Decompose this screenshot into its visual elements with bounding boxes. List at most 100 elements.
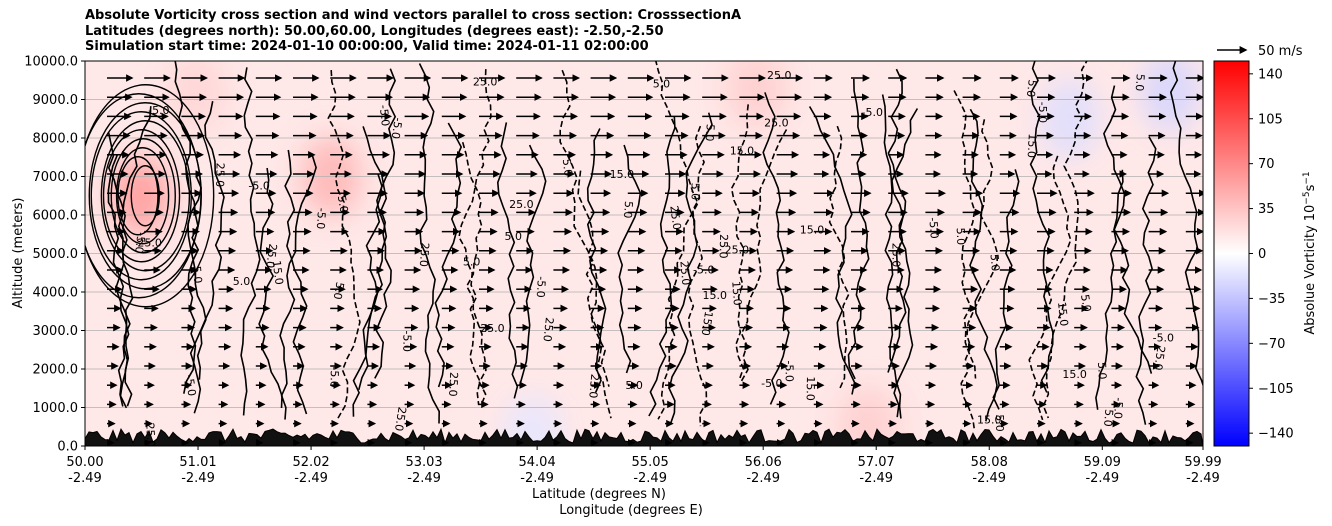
- contour-label-24: 5.0: [1024, 79, 1039, 98]
- y-tick-label-2: 2000.0: [33, 363, 79, 378]
- contour-label-12: 25.0: [143, 422, 157, 447]
- y-tick-label-7: 7000.0: [33, 170, 79, 185]
- contour-label-1: 25.0: [509, 198, 533, 211]
- contour-label-17: 5.0: [688, 183, 701, 201]
- colorbar-tick-label-7: −105: [1258, 382, 1294, 397]
- x-tick-label-lat-9: 59.09: [1084, 455, 1121, 470]
- quiver-key: 50 m/s: [1217, 44, 1303, 59]
- x-tick-label-lat-8: 58.08: [971, 455, 1008, 470]
- contour-label-39: 5.0: [653, 78, 671, 91]
- contour-line-20: [559, 69, 612, 419]
- x-axis-label-longitude: Longitude (degrees E): [559, 503, 703, 518]
- x-tick-label-lon-9: -2.49: [1085, 471, 1119, 486]
- contour-label-21: 5.0: [1101, 409, 1115, 428]
- colorbar-tick-label-0: 140: [1258, 67, 1283, 82]
- wind-vectors: [107, 74, 1203, 446]
- x-tick-label-lat-1: 51.01: [179, 455, 216, 470]
- contour-line-46: [1135, 136, 1157, 425]
- contour-label-49: -5.0: [534, 276, 548, 298]
- colorbar-tick-label-4: 0: [1258, 247, 1266, 262]
- y-tick-label-1: 1000.0: [33, 401, 79, 416]
- x-tick-label-lat-0: 50.00: [66, 455, 103, 470]
- contour-label-44: 25.0: [446, 372, 460, 397]
- x-axis: 50.00-2.4951.01-2.4952.02-2.4953.03-2.49…: [66, 446, 1222, 486]
- colorbar-tick-label-1: 105: [1258, 112, 1283, 127]
- contour-label-25: 25.0: [717, 234, 730, 259]
- contour-label-65: -5.0: [926, 217, 940, 239]
- contour-line-24: [655, 61, 699, 420]
- contour-label-51: 25.0: [586, 373, 601, 399]
- contour-label-30: 25.0: [677, 260, 692, 286]
- contour-line-15: [434, 122, 463, 388]
- contour-line-2: [117, 106, 152, 407]
- vortex-contour-2: [115, 147, 170, 245]
- contour-label-38: -5.0: [1153, 332, 1174, 345]
- vortex-contour-9: [85, 84, 215, 308]
- contour-label-20: 15.0: [610, 168, 635, 181]
- contour-label-50: 5.0: [1078, 293, 1094, 312]
- y-tick-label-3: 3000.0: [33, 324, 79, 339]
- y-tick-label-6: 6000.0: [33, 209, 79, 224]
- contour-line-18: [496, 122, 519, 399]
- colorbar-tick-label-3: 35: [1258, 202, 1275, 217]
- y-tick-label-10: 10000.0: [24, 55, 78, 70]
- colorbar-tick-label-6: −70: [1258, 337, 1285, 352]
- contour-line-23: [617, 144, 642, 374]
- contour-line-38: [969, 108, 998, 422]
- x-tick-label-lon-1: -2.49: [181, 471, 215, 486]
- contour-label-13: 25.0: [137, 236, 162, 249]
- x-tick-label-lon-5: -2.49: [633, 471, 667, 486]
- title-line-2: Latitudes (degrees north): 50.00,60.00, …: [85, 23, 664, 39]
- colorbar-tick-label-8: −140: [1258, 427, 1294, 442]
- contour-line-25: [648, 115, 676, 417]
- x-tick-label-lat-4: 54.04: [519, 455, 556, 470]
- contour-label-3: 25.0: [764, 116, 789, 129]
- x-tick-label-lat-10: 59.99: [1184, 455, 1221, 470]
- contour-line-39: [960, 119, 999, 432]
- contour-line-28: [730, 104, 749, 381]
- contour-line-31: [808, 106, 856, 395]
- x-tick-label-lon-10: -2.49: [1186, 471, 1220, 486]
- colorbar-gradient: [1213, 60, 1250, 447]
- plot-area: 5.0 25.0 -5.0 25.0 25.0 25.0 5.0 -5.0 25.0 15.0 5.…: [84, 60, 1204, 447]
- contour-label-63: 15.0: [703, 289, 728, 302]
- contour-label-4: 25.0: [392, 406, 409, 432]
- contour-label-37: -5.0: [1036, 102, 1049, 123]
- colorbar-tick-label-5: −35: [1258, 292, 1285, 307]
- contour-label-34: 5.0: [954, 227, 968, 245]
- contour-line-4: [187, 175, 207, 380]
- colorbar: 140 105 70 35 0 −35 −70 −105 −140 Absolue Vortic…: [1213, 60, 1318, 447]
- x-tick-label-lat-2: 52.02: [292, 455, 329, 470]
- y-axis: 0.0 1000.0 2000.0 3000.0 4000.0 5000.0 6000.0 7…: [24, 55, 85, 455]
- colorbar-ticks: 140 105 70 35 0 −35 −70 −105 −140: [1249, 67, 1294, 442]
- contour-label-41: 5.0: [505, 230, 523, 243]
- contour-label-64: 5.0: [233, 275, 251, 288]
- x-tick-label-lat-6: 56.06: [745, 455, 782, 470]
- contour-line-10: [327, 70, 361, 419]
- x-tick-label-lon-3: -2.49: [407, 471, 441, 486]
- contour-label-29: -5.0: [148, 104, 169, 117]
- contour-label-52: 5.0: [463, 256, 481, 269]
- contour-line-29: [762, 92, 790, 405]
- title-line-1: Absolute Vorticity cross section and win…: [85, 8, 742, 23]
- x-tick-label-lon-6: -2.49: [746, 471, 780, 486]
- title-line-3: Simulation start time: 2024-01-10 00:00:…: [85, 39, 649, 54]
- x-tick-label-lat-5: 55.05: [632, 455, 669, 470]
- contour-label-40: 25.0: [417, 242, 432, 267]
- contour-label-46: 15.0: [977, 414, 1002, 427]
- y-tick-label-9: 9000.0: [33, 93, 79, 108]
- contour-line-14: [418, 63, 441, 424]
- contour-label-68: 25.0: [213, 163, 226, 188]
- contour-label-43: 25.0: [889, 243, 902, 267]
- quiver-key-label: 50 m/s: [1258, 44, 1303, 59]
- x-tick-label-lon-7: -2.49: [859, 471, 893, 486]
- contour-label-36: 5.0: [1095, 362, 1109, 380]
- colorbar-tick-label-2: 70: [1258, 157, 1275, 172]
- contour-label-60: 25.0: [540, 317, 555, 343]
- contour-line-11: [362, 126, 392, 379]
- contour-label-2: -5.0: [389, 117, 405, 140]
- contour-label-8: 25.0: [767, 69, 792, 82]
- contour-line-41: [1029, 61, 1054, 393]
- contour-label-14: 15.0: [270, 260, 286, 286]
